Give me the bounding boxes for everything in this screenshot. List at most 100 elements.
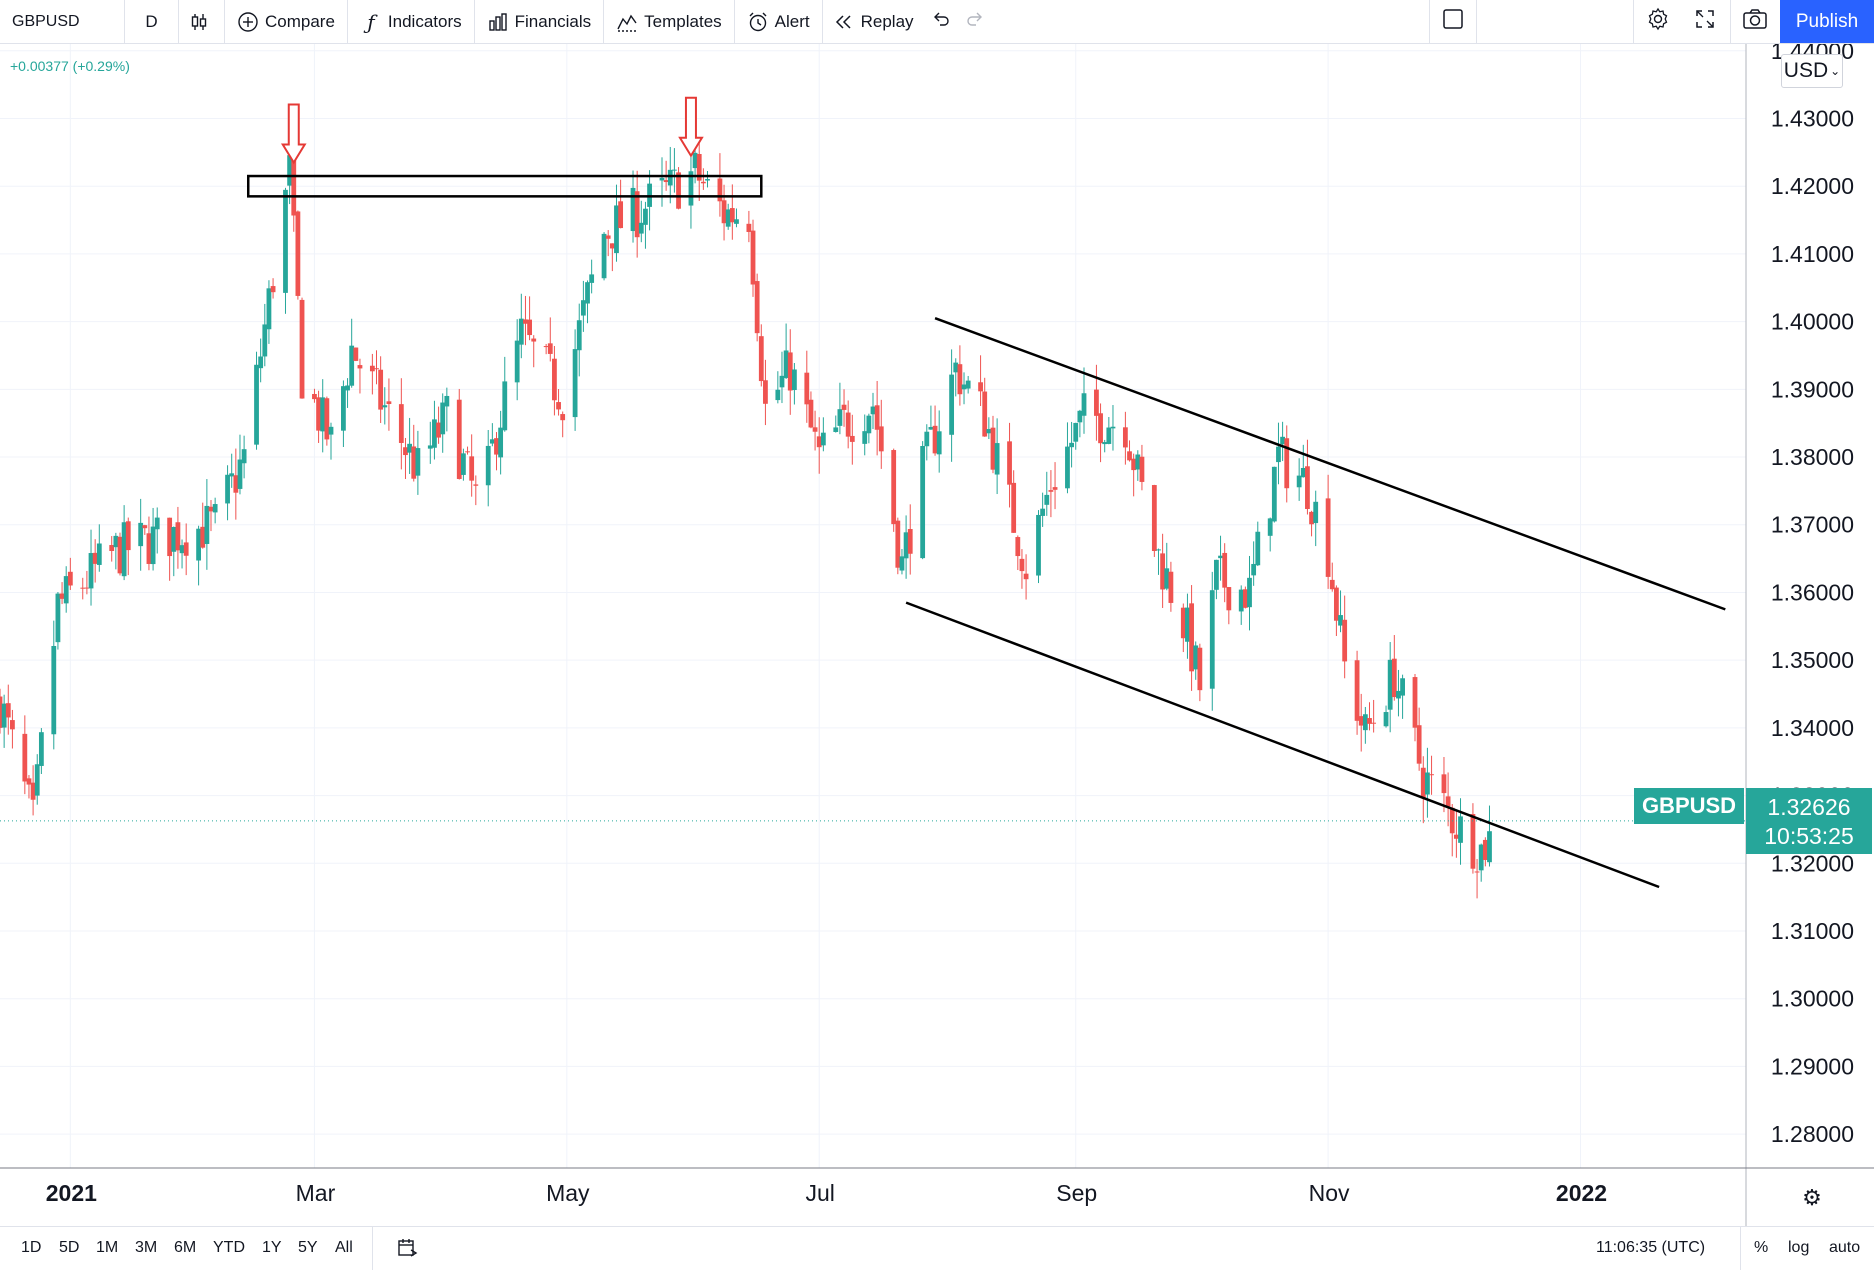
candle-down: [634, 191, 640, 238]
candle-up: [936, 431, 942, 455]
alert-button[interactable]: Alert: [735, 0, 823, 43]
top-toolbar: GBPUSD D Compare ƒ Indicators Financials…: [0, 0, 1874, 44]
candle-down: [729, 208, 735, 223]
candle-down: [1329, 579, 1335, 590]
candle-down: [369, 365, 375, 372]
fullscreen-button[interactable]: [1681, 0, 1729, 43]
clock[interactable]: 11:06:35 (UTC): [1596, 1239, 1706, 1256]
candle-up: [672, 169, 677, 171]
candle-down: [378, 369, 384, 410]
price-tick-label: 1.42000: [1771, 173, 1854, 199]
plus-circle-icon: [237, 11, 259, 33]
divider: [1740, 1227, 1741, 1270]
time-tick-label: Sep: [1056, 1180, 1097, 1206]
candle-down: [1011, 482, 1017, 533]
candle-down: [109, 545, 115, 551]
candle-up: [1387, 659, 1393, 710]
candle-down: [750, 230, 756, 285]
price-tick-label: 1.29000: [1771, 1053, 1854, 1079]
candle-up: [576, 320, 582, 351]
candle-down: [1197, 647, 1203, 691]
compare-button[interactable]: Compare: [225, 0, 348, 43]
range-1y[interactable]: 1Y: [262, 1239, 282, 1256]
range-3m[interactable]: 3M: [135, 1239, 158, 1256]
range-5d[interactable]: 5D: [59, 1239, 80, 1256]
candle-down: [1122, 427, 1128, 448]
camera-icon: [1742, 8, 1768, 35]
candle-down: [1168, 571, 1174, 603]
candle-down: [663, 180, 669, 183]
redo-button[interactable]: [958, 0, 992, 43]
price-tick-label: 1.37000: [1771, 512, 1854, 538]
candle-up: [1458, 816, 1463, 843]
candle-down: [560, 414, 566, 421]
candle-down: [357, 365, 363, 369]
percent-toggle[interactable]: %: [1754, 1239, 1769, 1256]
candle-up: [1081, 393, 1087, 416]
candle-down: [816, 436, 822, 448]
undo-icon: [930, 8, 952, 35]
snapshot-button[interactable]: [1730, 0, 1778, 43]
candle-down: [1412, 677, 1418, 728]
range-1d[interactable]: 1D: [21, 1239, 42, 1256]
candle-up: [1036, 514, 1041, 576]
symbol-search[interactable]: GBPUSD: [0, 0, 125, 43]
candle-up: [961, 384, 967, 390]
candle-down: [1023, 573, 1029, 580]
candle-down: [990, 427, 996, 470]
range-5y[interactable]: 5Y: [298, 1239, 318, 1256]
candle-up: [460, 453, 466, 475]
redo-icon: [964, 8, 986, 35]
candle-down: [456, 399, 462, 479]
candle-down: [26, 778, 32, 785]
price-tick-label: 1.28000: [1771, 1121, 1854, 1147]
range-ytd[interactable]: YTD: [213, 1239, 245, 1256]
undo-button[interactable]: [924, 0, 958, 43]
date-range-button[interactable]: [396, 1237, 418, 1264]
interval-button[interactable]: D: [125, 0, 179, 43]
candle-down: [531, 338, 537, 342]
candle-down: [556, 402, 561, 410]
currency-selector[interactable]: USD ⌄: [1781, 54, 1843, 88]
auto-toggle[interactable]: auto: [1829, 1239, 1861, 1256]
candle-up: [196, 528, 201, 561]
range-6m[interactable]: 6M: [174, 1239, 197, 1256]
candle-down: [146, 533, 152, 564]
templates-button[interactable]: Templates: [604, 0, 735, 43]
gear-icon: [1646, 7, 1670, 36]
templates-icon: [616, 11, 638, 33]
chart-type-button[interactable]: [179, 0, 225, 43]
candle-down: [374, 368, 379, 370]
candle-down: [1429, 774, 1434, 776]
candle-up: [1156, 549, 1161, 551]
publish-button[interactable]: Publish: [1780, 0, 1874, 43]
candle-up: [1400, 678, 1405, 696]
candle-down: [30, 782, 36, 800]
log-toggle[interactable]: log: [1788, 1239, 1810, 1256]
candle-down: [605, 235, 611, 239]
replay-button[interactable]: Replay: [823, 0, 924, 43]
indicators-button[interactable]: ƒ Indicators: [348, 0, 475, 43]
candle-up: [121, 522, 127, 577]
candle-down: [1242, 589, 1248, 608]
candle-up: [688, 171, 694, 206]
candle-up: [1280, 436, 1286, 445]
candle-down: [982, 391, 988, 437]
candle-down: [804, 372, 810, 405]
candle-down: [1367, 718, 1372, 724]
layout-button[interactable]: [1429, 0, 1477, 43]
chart-grid: [0, 44, 1746, 1168]
candle-down: [841, 404, 847, 410]
settings-button[interactable]: [1633, 0, 1681, 43]
candle-up: [783, 350, 789, 378]
range-1m[interactable]: 1M: [96, 1239, 119, 1256]
range-all[interactable]: All: [335, 1239, 353, 1256]
bar-countdown: 10:53:25: [1764, 823, 1854, 849]
financials-button[interactable]: Financials: [475, 0, 605, 43]
price-chart[interactable]: 1.280001.290001.300001.310001.320001.330…: [0, 44, 1874, 1226]
candle-up: [262, 324, 268, 357]
function-icon: ƒ: [367, 9, 375, 34]
candle-down: [1470, 814, 1476, 869]
candle-down: [1325, 498, 1331, 577]
time-tick-label: 2021: [46, 1180, 97, 1206]
